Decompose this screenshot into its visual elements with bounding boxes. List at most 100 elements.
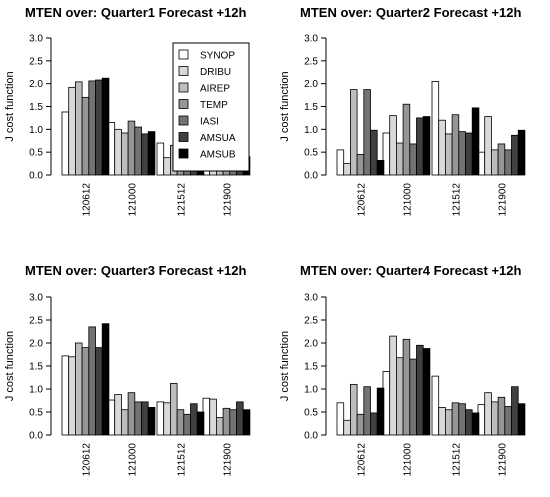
legend-label: AMSUB — [200, 150, 236, 161]
y-tick-label: 3.0 — [29, 293, 43, 304]
x-category-label: 121900 — [497, 183, 508, 217]
bar-amsua-120612 — [370, 129, 378, 176]
bar-amsub-120612 — [376, 159, 385, 176]
bar-airep-121900 — [490, 401, 499, 436]
bar-dribu-121900 — [484, 116, 492, 176]
bar-dribu-120612 — [68, 86, 76, 176]
x-category-label: 121512 — [451, 443, 462, 477]
bar-synop-121512 — [156, 401, 165, 436]
bar-iasi-120612 — [363, 386, 371, 436]
x-category-label: 120612 — [81, 183, 92, 217]
bar-temp-121900 — [497, 396, 506, 436]
bar-temp-120612 — [356, 154, 365, 176]
chart-panel-2: MTEN over: Quarter2 Forecast +12h J cost … — [279, 5, 526, 217]
y-axis-label: J cost function — [279, 331, 291, 401]
bar-airep-121000 — [121, 132, 129, 176]
y-tick-label: 1.5 — [29, 362, 43, 373]
bar-synop-121512 — [431, 80, 440, 176]
bar-amsua-121000 — [141, 133, 149, 176]
bar-iasi-121512 — [183, 413, 191, 436]
chart-title: MTEN over: Quarter4 Forecast +12h — [300, 263, 521, 278]
legend-swatch — [178, 148, 189, 159]
bar-synop-121512 — [431, 375, 440, 436]
bar-iasi-121900 — [504, 149, 512, 176]
bar-airep-120612 — [75, 81, 83, 176]
y-axis-label: J cost function — [4, 71, 16, 141]
bar-amsub-121900 — [517, 129, 526, 176]
legend: SYNOP DRIBU AIREP TEMP IASI AMSUA AMSUB — [172, 42, 250, 172]
y-tick-label: 2.5 — [304, 56, 318, 67]
chart-title: MTEN over: Quarter1 Forecast +12h — [25, 5, 246, 20]
bar-airep-120612 — [349, 89, 358, 176]
y-tick-label: 2.5 — [304, 316, 318, 327]
bar-amsua-120612 — [95, 347, 103, 436]
y-tick-label: 0.0 — [304, 431, 318, 442]
bar-temp-120612 — [81, 347, 90, 436]
bar-amsub-121512 — [471, 107, 480, 176]
bar-amsub-121000 — [147, 131, 156, 176]
bar-dribu-121000 — [114, 394, 122, 436]
y-tick-label: 1.0 — [29, 125, 43, 136]
bar-dribu-121512 — [438, 406, 446, 436]
legend-label: AMSUA — [200, 133, 236, 144]
bar-amsub-120612 — [101, 77, 110, 176]
x-category-label: 121512 — [451, 183, 462, 217]
bar-amsub-121512 — [471, 412, 480, 436]
bar-dribu-121000 — [389, 115, 397, 176]
y-axis-label: J cost function — [4, 331, 16, 401]
bar-amsua-121512 — [465, 132, 473, 176]
bar-airep-120612 — [349, 383, 358, 436]
bar-amsub-121000 — [422, 348, 431, 436]
chart-title: MTEN over: Quarter3 Forecast +12h — [25, 263, 246, 278]
bar-iasi-121900 — [504, 406, 512, 436]
y-tick-label: 1.0 — [29, 385, 43, 396]
x-category-label: 121900 — [497, 443, 508, 477]
y-tick-label: 0.0 — [29, 431, 43, 442]
bar-iasi-121512 — [458, 131, 466, 176]
bar-airep-121900 — [215, 417, 224, 436]
bar-amsua-120612 — [95, 79, 103, 176]
bar-iasi-121000 — [134, 126, 142, 176]
x-category-label: 121512 — [176, 183, 187, 217]
bar-amsua-121900 — [511, 134, 519, 176]
bar-dribu-121512 — [163, 157, 171, 176]
bar-synop-120612 — [336, 402, 345, 436]
y-axis-label: J cost function — [279, 71, 291, 141]
x-category-label: 121900 — [222, 183, 233, 217]
chart-title: MTEN over: Quarter2 Forecast +12h — [300, 5, 521, 20]
bar-temp-121000 — [402, 338, 411, 436]
bar-amsub-121512 — [196, 411, 205, 436]
y-tick-label: 2.5 — [29, 56, 43, 67]
y-tick-label: 1.5 — [29, 102, 43, 113]
bar-temp-121512 — [451, 114, 460, 176]
bar-temp-121512 — [176, 409, 185, 436]
bar-iasi-121900 — [229, 409, 237, 436]
bar-amsua-121000 — [416, 117, 424, 176]
y-tick-label: 1.5 — [304, 362, 318, 373]
bar-iasi-121512 — [458, 403, 466, 436]
bar-temp-121000 — [127, 120, 136, 176]
bar-dribu-121512 — [438, 119, 446, 176]
y-tick-label: 1.5 — [304, 102, 318, 113]
bar-iasi-120612 — [88, 326, 96, 436]
bar-temp-120612 — [356, 413, 365, 436]
bar-amsua-121000 — [416, 344, 424, 436]
legend-swatch — [178, 99, 189, 109]
bar-iasi-121000 — [409, 358, 417, 436]
chart-panel-4: MTEN over: Quarter4 Forecast +12h J cost … — [279, 263, 526, 477]
bar-airep-121512 — [444, 409, 453, 436]
chart-panel-3: MTEN over: Quarter3 Forecast +12h J cost … — [4, 263, 251, 477]
legend-swatch — [178, 49, 189, 60]
bar-airep-121000 — [395, 357, 404, 436]
x-category-label: 121900 — [222, 443, 233, 477]
chart-panel-1: MTEN over: Quarter1 Forecast +12h J cost … — [4, 5, 251, 217]
bar-amsub-120612 — [376, 387, 385, 436]
bar-temp-121512 — [451, 402, 460, 436]
bar-iasi-121000 — [134, 401, 142, 436]
bar-dribu-120612 — [343, 163, 351, 176]
legend-swatch — [178, 82, 189, 93]
x-category-label: 120612 — [81, 443, 92, 477]
x-category-label: 120612 — [356, 183, 367, 217]
bar-amsub-121000 — [422, 116, 431, 176]
